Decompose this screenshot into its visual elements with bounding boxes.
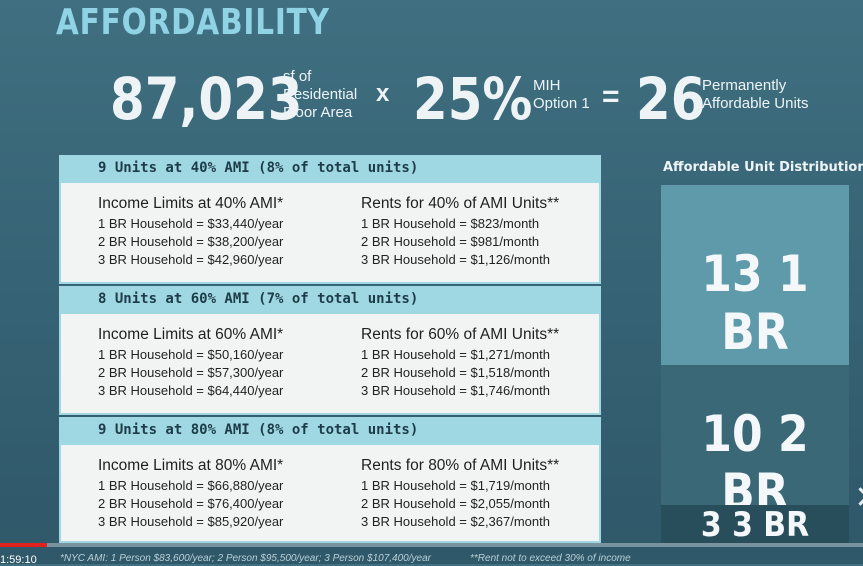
income-line: 3 BR Household = $85,920/year [98,514,284,529]
floor-area-unit-2: Residential [283,86,358,103]
distribution-title: Affordable Unit Distribution [663,160,863,175]
rent-title-60: Rents for 60% of AMI Units** [361,326,560,343]
distribution-label-3br: 3 3 BR [700,505,810,545]
section-body-60: Income Limits at 60% AMI* 1 BR Household… [59,312,601,415]
section-body-40: Income Limits at 40% AMI* 1 BR Household… [59,181,601,284]
floor-area-unit-3: Floor Area [283,104,353,121]
floor-area-value: 87,023 [110,65,303,133]
income-line: 2 BR Household = $57,300/year [98,365,284,380]
income-column-80: Income Limits at 80% AMI* 1 BR Household… [98,457,283,531]
income-line: 2 BR Household = $76,400/year [98,496,284,511]
video-progress-fill [0,543,48,547]
rent-column-60: Rents for 60% of AMI Units** 1 BR Househ… [361,326,559,400]
percent-value: 25% [413,65,533,133]
income-title-40: Income Limits at 40% AMI* [98,195,284,212]
rent-line: 2 BR Household = $1,518/month [361,365,550,380]
video-progress-bar[interactable] [0,543,863,547]
distribution-block-2br: 10 2 BR [661,365,849,521]
income-line: 1 BR Household = $66,880/year [98,478,284,493]
section-header-60: 8 Units at 60% AMI (7% of total units) [59,286,601,312]
income-column-40: Income Limits at 40% AMI* 1 BR Household… [98,195,283,269]
rent-title-40: Rents for 40% of AMI Units** [361,195,560,212]
rent-line: 1 BR Household = $1,271/month [361,347,550,362]
income-line: 1 BR Household = $50,160/year [98,347,284,362]
rent-column-80: Rents for 80% of AMI Units** 1 BR Househ… [361,457,559,531]
rent-line: 3 BR Household = $1,126/month [361,252,550,267]
result-value: 26 [636,65,706,133]
rent-column-40: Rents for 40% of AMI Units** 1 BR Househ… [361,195,559,269]
page-title: AFFORDABILITY [56,2,330,43]
chevron-right-icon[interactable] [851,487,863,506]
result-unit-1: Permanently [702,77,787,94]
rent-line: 2 BR Household = $2,055/month [361,496,550,511]
rent-line: 3 BR Household = $1,746/month [361,383,550,398]
income-column-60: Income Limits at 60% AMI* 1 BR Household… [98,326,283,400]
distribution-block-3br: 3 3 BR [661,505,849,545]
distribution-label-1br: 13 1 BR [701,245,809,361]
rent-title-80: Rents for 80% of AMI Units** [361,457,560,474]
result-unit-2: Affordable Units [702,95,809,112]
rent-footnote: **Rent not to exceed 30% of income [470,553,631,564]
times-operator: x [376,80,390,107]
video-timecode: 1:59:10 [0,554,37,566]
section-header-40: 9 Units at 40% AMI (8% of total units) [59,155,601,181]
distribution-label-2br: 10 2 BR [701,405,809,521]
rent-line: 1 BR Household = $1,719/month [361,478,550,493]
option-label: Option 1 [533,95,590,112]
income-line: 3 BR Household = $42,960/year [98,252,284,267]
floor-area-unit-1: sf of [283,68,312,85]
income-title-80: Income Limits at 80% AMI* [98,457,284,474]
rent-line: 2 BR Household = $981/month [361,234,540,249]
ami-footnote: *NYC AMI: 1 Person $83,600/year; 2 Perso… [60,553,431,564]
income-line: 3 BR Household = $64,440/year [98,383,284,398]
income-title-60: Income Limits at 60% AMI* [98,326,284,343]
section-body-80: Income Limits at 80% AMI* 1 BR Household… [59,443,601,543]
income-line: 2 BR Household = $38,200/year [98,234,284,249]
mih-label: MIH [533,77,561,94]
rent-line: 1 BR Household = $823/month [361,216,540,231]
equals-operator: = [602,80,620,113]
income-line: 1 BR Household = $33,440/year [98,216,284,231]
rent-line: 3 BR Household = $2,367/month [361,514,550,529]
section-header-80: 9 Units at 80% AMI (8% of total units) [59,417,601,443]
distribution-block-1br: 13 1 BR [661,185,849,365]
